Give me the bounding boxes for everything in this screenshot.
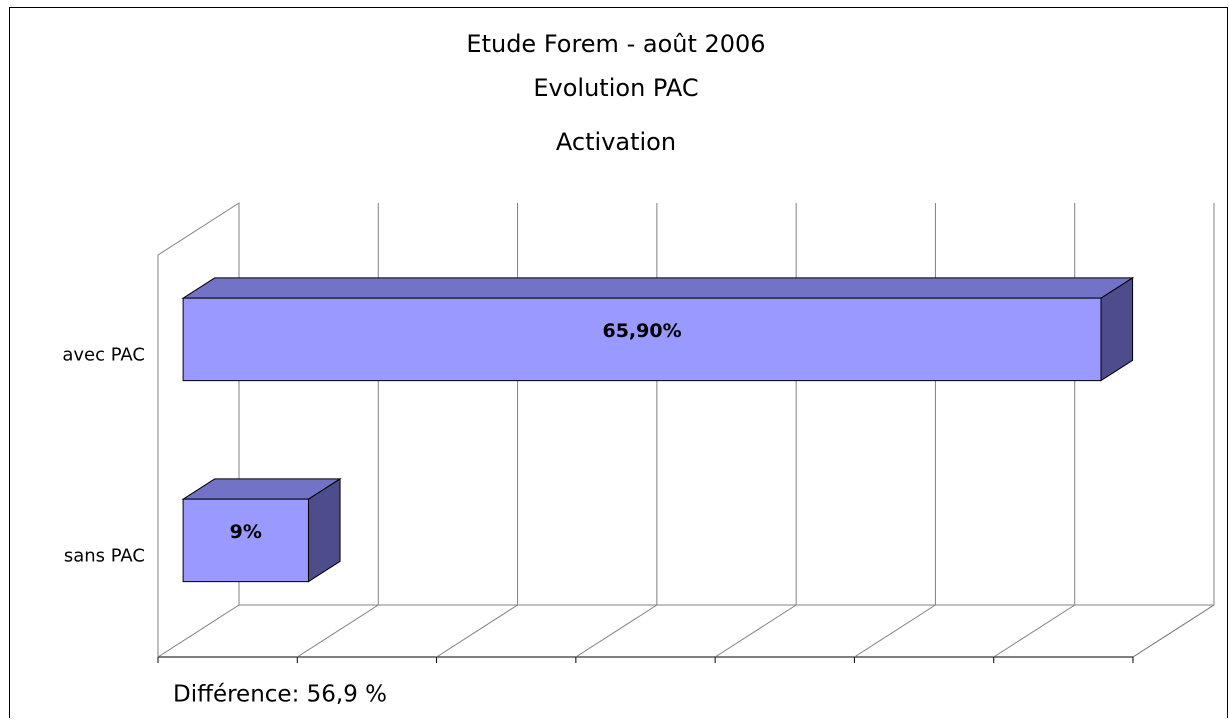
chart-title: Etude Forem - août 2006 — [466, 30, 765, 58]
chart-subtitle: Evolution PAC — [533, 74, 698, 102]
bar — [182, 498, 309, 583]
floor-grid-line — [297, 604, 379, 658]
floor-grid-line — [714, 604, 797, 658]
annotation: Différence: 56,9 % — [173, 682, 387, 708]
bar-top — [181, 277, 1135, 299]
y-tick-label: sans PAC — [64, 546, 145, 567]
floor-grid-line — [993, 604, 1075, 658]
value-label: 9% — [230, 521, 262, 543]
floor-grid-line — [1132, 604, 1215, 658]
floor-grid-line — [575, 604, 658, 658]
floor-grid-line — [157, 604, 240, 658]
chart-subtitle: Activation — [556, 128, 676, 156]
value-label: 65,90% — [602, 320, 681, 342]
y-tick-label: avec PAC — [62, 345, 145, 366]
bar — [182, 297, 1102, 382]
floor-grid-line — [436, 604, 518, 658]
floor-grid-line — [854, 604, 936, 658]
